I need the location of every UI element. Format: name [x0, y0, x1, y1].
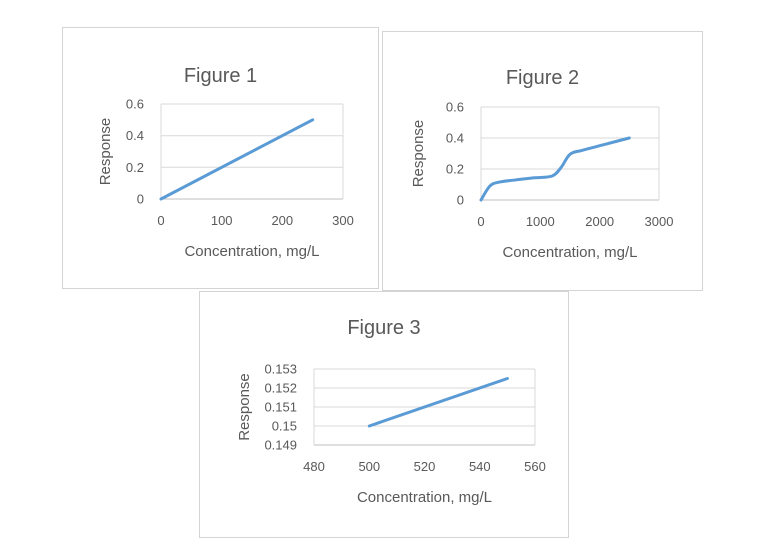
figure-3-title: Figure 3: [347, 317, 421, 339]
figure-3-chart: 0.149 0.15 0.151 0.152 0.153 480 500 520 540 560 C…: [200, 292, 568, 537]
svg-text:0.4: 0.4: [446, 131, 464, 146]
figure-1-chart-svg: 0 0.2 0.4 0.6 0 100 200 300 Concentration, mg/L R…: [97, 97, 354, 261]
svg-text:0.151: 0.151: [264, 400, 297, 415]
svg-text:520: 520: [414, 459, 436, 474]
figure-3-panel: Figure 3 0.149 0.15 0.151 0.152 0.153 480 500 5…: [199, 291, 569, 538]
svg-text:300: 300: [332, 213, 354, 228]
svg-text:0.4: 0.4: [126, 128, 144, 143]
svg-text:480: 480: [303, 459, 325, 474]
svg-text:0.152: 0.152: [264, 381, 297, 396]
svg-text:Concentration, mg/L: Concentration, mg/L: [184, 243, 319, 260]
svg-text:Response: Response: [236, 373, 253, 441]
svg-text:100: 100: [211, 213, 233, 228]
svg-text:0.149: 0.149: [264, 438, 297, 453]
figure-1-chart: 0 0.2 0.4 0.6 0 100 200 300 Concentration, mg/L R…: [63, 28, 378, 288]
svg-text:0: 0: [477, 214, 484, 229]
svg-text:0.2: 0.2: [126, 160, 144, 175]
svg-text:0.15: 0.15: [272, 419, 297, 434]
svg-text:0.153: 0.153: [264, 362, 297, 377]
figure-2-chart-svg: 0 0.2 0.4 0.6 0 1000 2000 3000 Concentration, mg…: [410, 100, 674, 262]
figure-2-panel: Figure 2 0 0.2 0.4 0.6 0 1000 2000 3000 Concentr…: [382, 31, 703, 291]
svg-text:200: 200: [271, 213, 293, 228]
svg-text:540: 540: [469, 459, 491, 474]
svg-text:0.6: 0.6: [446, 100, 464, 115]
figure-2-title: Figure 2: [505, 67, 580, 89]
svg-text:500: 500: [358, 459, 380, 474]
svg-text:0.6: 0.6: [126, 97, 144, 112]
svg-text:Response: Response: [97, 118, 114, 186]
svg-text:Concentration, mg/L: Concentration, mg/L: [502, 244, 637, 261]
svg-text:0: 0: [137, 192, 144, 207]
svg-text:0: 0: [457, 193, 464, 208]
figure-1-panel: Figure 1 0 0.2 0.4 0.6 0 100 200 300 Concentrati…: [62, 27, 379, 289]
svg-text:Response: Response: [410, 120, 427, 188]
svg-text:0: 0: [157, 213, 164, 228]
svg-text:1000: 1000: [526, 214, 555, 229]
figure-1-title: Figure 1: [183, 65, 258, 87]
svg-text:2000: 2000: [585, 214, 614, 229]
svg-text:Concentration, mg/L: Concentration, mg/L: [357, 489, 492, 506]
figure-2-chart: 0 0.2 0.4 0.6 0 1000 2000 3000 Concentration, mg…: [383, 32, 702, 290]
svg-text:560: 560: [524, 459, 546, 474]
figure-3-chart-svg: 0.149 0.15 0.151 0.152 0.153 480 500 520 540 560 C…: [236, 362, 546, 507]
svg-text:0.2: 0.2: [446, 162, 464, 177]
svg-text:3000: 3000: [645, 214, 674, 229]
